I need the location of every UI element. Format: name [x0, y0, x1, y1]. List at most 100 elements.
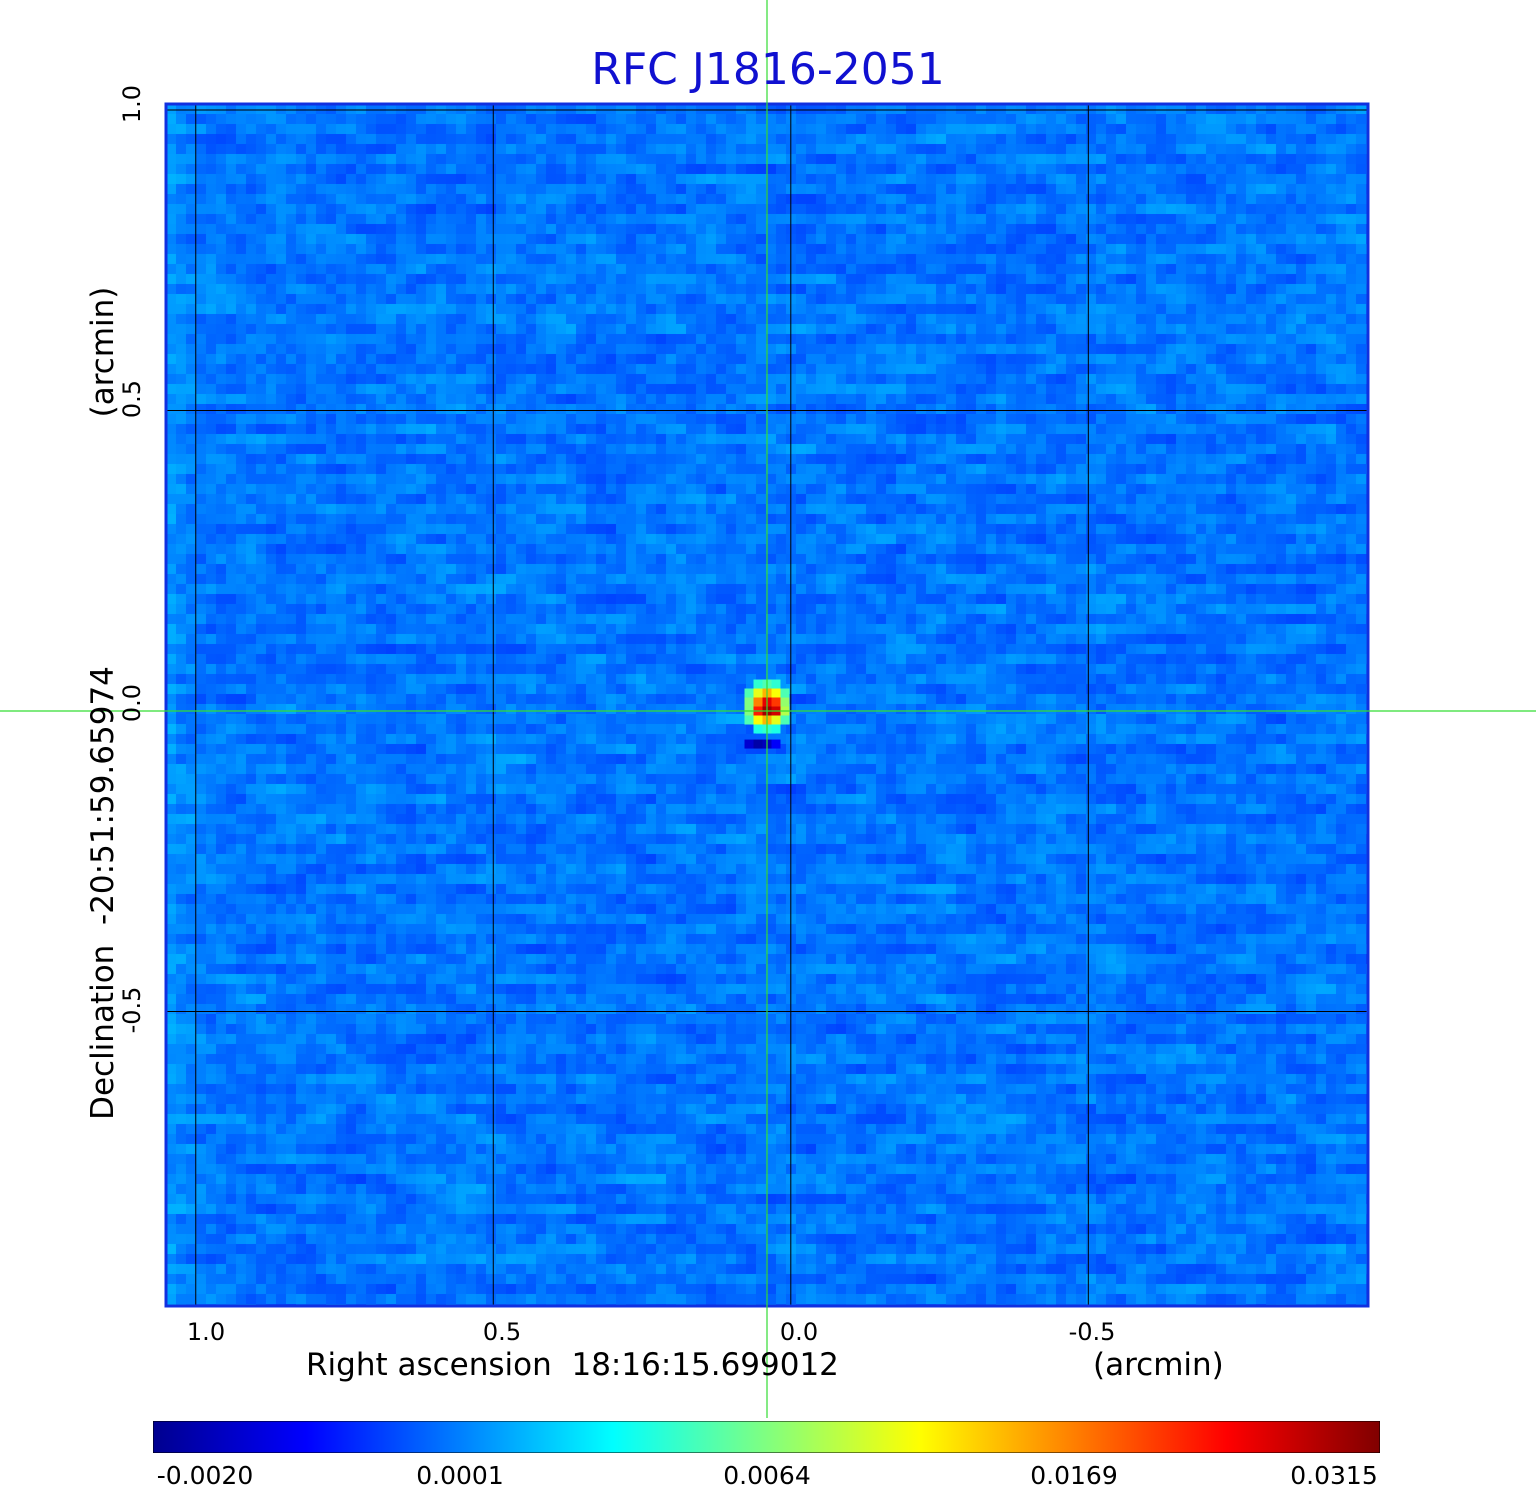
- noise-pixel: [886, 214, 896, 224]
- noise-pixel: [1286, 404, 1296, 414]
- noise-pixel: [376, 174, 386, 184]
- noise-pixel: [216, 434, 226, 444]
- noise-pixel: [656, 354, 666, 364]
- noise-pixel: [806, 494, 816, 504]
- noise-pixel: [1126, 504, 1136, 514]
- noise-pixel: [636, 444, 646, 454]
- noise-pixel: [836, 254, 846, 264]
- noise-pixel: [1166, 114, 1176, 124]
- noise-pixel: [236, 394, 246, 404]
- noise-pixel: [856, 244, 866, 254]
- noise-pixel: [1286, 384, 1296, 394]
- noise-pixel: [536, 324, 546, 334]
- noise-pixel: [806, 454, 816, 464]
- noise-pixel: [1056, 224, 1066, 234]
- noise-pixel: [1066, 434, 1076, 444]
- noise-pixel: [1236, 104, 1246, 114]
- noise-pixel: [1046, 314, 1056, 324]
- noise-pixel: [636, 454, 646, 464]
- noise-pixel: [1036, 274, 1046, 284]
- noise-pixel: [936, 134, 946, 144]
- noise-pixel: [956, 284, 966, 294]
- noise-pixel: [386, 344, 396, 354]
- noise-pixel: [926, 404, 936, 414]
- noise-pixel: [1166, 294, 1176, 304]
- noise-pixel: [1296, 234, 1306, 244]
- noise-pixel: [346, 514, 356, 524]
- noise-pixel: [496, 474, 506, 484]
- noise-pixel: [1346, 184, 1356, 194]
- noise-pixel: [676, 134, 686, 144]
- noise-pixel: [576, 344, 586, 354]
- noise-pixel: [1206, 304, 1216, 314]
- noise-pixel: [706, 264, 716, 274]
- noise-pixel: [546, 444, 556, 454]
- noise-pixel: [566, 334, 576, 344]
- noise-pixel: [686, 374, 696, 384]
- noise-pixel: [1346, 454, 1356, 464]
- noise-pixel: [266, 214, 276, 224]
- noise-pixel: [1076, 284, 1086, 294]
- noise-pixel: [326, 204, 336, 214]
- noise-pixel: [836, 344, 846, 354]
- noise-pixel: [766, 104, 776, 114]
- noise-pixel: [276, 484, 286, 494]
- noise-pixel: [1276, 414, 1286, 424]
- noise-pixel: [496, 154, 506, 164]
- noise-pixel: [496, 434, 506, 444]
- noise-pixel: [246, 114, 256, 124]
- noise-pixel: [776, 234, 786, 244]
- noise-pixel: [916, 304, 926, 314]
- noise-pixel: [476, 154, 486, 164]
- noise-pixel: [1076, 354, 1086, 364]
- noise-pixel: [186, 194, 196, 204]
- noise-pixel: [596, 264, 606, 274]
- noise-pixel: [1146, 334, 1156, 344]
- noise-pixel: [256, 434, 266, 444]
- noise-pixel: [1236, 324, 1246, 334]
- noise-pixel: [336, 144, 346, 154]
- noise-pixel: [246, 364, 256, 374]
- noise-pixel: [1046, 274, 1056, 284]
- noise-pixel: [766, 414, 776, 424]
- noise-pixel: [1136, 334, 1146, 344]
- noise-pixel: [726, 454, 736, 464]
- noise-pixel: [606, 374, 616, 384]
- noise-pixel: [286, 134, 296, 144]
- noise-pixel: [836, 174, 846, 184]
- noise-pixel: [1356, 444, 1366, 454]
- noise-pixel: [1096, 414, 1106, 424]
- noise-pixel: [1246, 494, 1256, 504]
- noise-pixel: [1286, 454, 1296, 464]
- noise-pixel: [596, 254, 606, 264]
- noise-pixel: [166, 174, 176, 184]
- noise-pixel: [246, 474, 256, 484]
- noise-pixel: [196, 424, 206, 434]
- noise-pixel: [476, 474, 486, 484]
- noise-pixel: [1096, 224, 1106, 234]
- noise-pixel: [486, 194, 496, 204]
- noise-pixel: [1246, 414, 1256, 424]
- noise-pixel: [1026, 484, 1036, 494]
- noise-pixel: [596, 354, 606, 364]
- noise-pixel: [606, 104, 616, 114]
- noise-pixel: [1256, 344, 1266, 354]
- noise-pixel: [476, 264, 486, 274]
- noise-pixel: [166, 324, 176, 334]
- noise-pixel: [346, 234, 356, 244]
- noise-pixel: [226, 274, 236, 284]
- noise-pixel: [576, 284, 586, 294]
- noise-pixel: [666, 344, 676, 354]
- noise-pixel: [216, 404, 226, 414]
- noise-pixel: [196, 274, 206, 284]
- noise-pixel: [986, 204, 996, 214]
- noise-pixel: [726, 494, 736, 504]
- noise-pixel: [1066, 304, 1076, 314]
- noise-pixel: [1236, 194, 1246, 204]
- noise-pixel: [576, 484, 586, 494]
- noise-pixel: [656, 394, 666, 404]
- noise-pixel: [506, 234, 516, 244]
- noise-pixel: [1206, 474, 1216, 484]
- noise-pixel: [1276, 474, 1286, 484]
- noise-pixel: [1046, 354, 1056, 364]
